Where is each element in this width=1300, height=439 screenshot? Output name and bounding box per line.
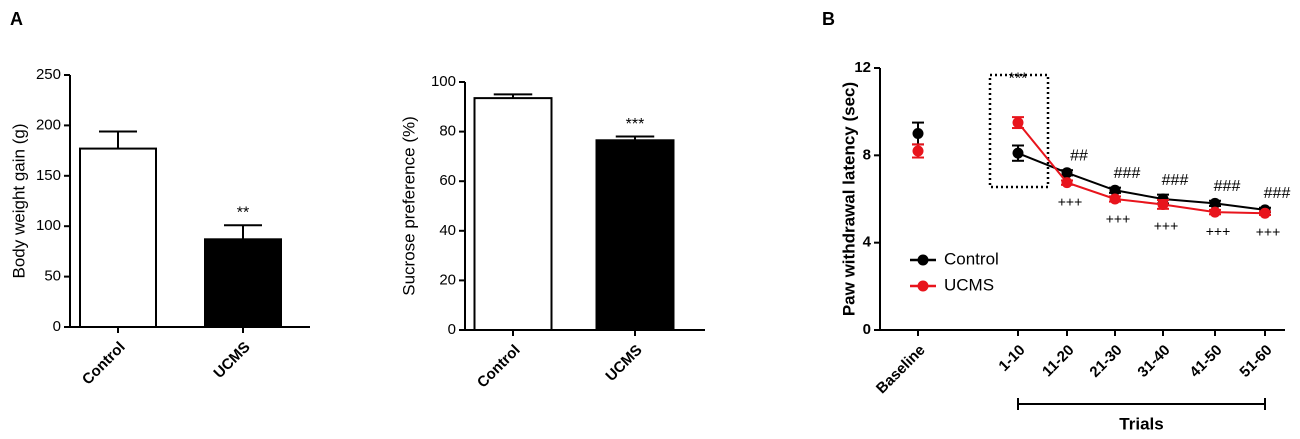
- annotation: ***: [626, 116, 645, 133]
- x-tick-label: 1-10: [995, 342, 1028, 375]
- x-axis-label: Trials: [1119, 414, 1163, 433]
- legend-label: UCMS: [944, 275, 994, 294]
- marker: [1209, 197, 1221, 209]
- y-axis-label: Paw withdrawal latency (sec): [839, 82, 858, 316]
- panel-label: A: [10, 9, 23, 29]
- x-tick-label: 51-60: [1236, 342, 1275, 381]
- y-axis-label: Sucrose preference (%): [399, 116, 418, 296]
- y-tick-label: 0: [53, 318, 61, 335]
- series-line: [1017, 121, 1266, 215]
- marker: [1061, 177, 1073, 189]
- annotation: ###: [1214, 178, 1241, 195]
- bar: [79, 147, 157, 328]
- annotation: +++: [1154, 218, 1179, 234]
- bar: [595, 139, 675, 331]
- marker: [1209, 206, 1221, 218]
- annotation: +++: [1058, 194, 1083, 210]
- marker: [1061, 167, 1073, 179]
- y-tick-label: 100: [36, 217, 61, 234]
- x-tick-label: Control: [474, 342, 524, 392]
- y-tick-label: 8: [863, 146, 871, 163]
- annotation: ***: [1009, 70, 1028, 87]
- annotation: ###: [1162, 172, 1189, 189]
- marker: [1259, 207, 1271, 219]
- x-tick-label: Control: [79, 339, 129, 389]
- y-axis-label: Body weight gain (g): [9, 124, 28, 279]
- y-tick-label: 4: [863, 234, 872, 251]
- x-tick-label: 21-30: [1086, 342, 1125, 381]
- y-tick-label: 50: [44, 268, 61, 285]
- marker: [1012, 117, 1024, 129]
- y-tick-label: 20: [439, 271, 456, 288]
- y-tick-label: 80: [439, 123, 456, 140]
- panel-label: B: [822, 9, 835, 29]
- x-tick-label: UCMS: [210, 339, 253, 382]
- annotation: ##: [1070, 147, 1088, 164]
- annotation: +++: [1206, 223, 1231, 239]
- x-tick-label: Baseline: [873, 342, 929, 398]
- marker: [1157, 198, 1169, 210]
- marker: [1109, 193, 1121, 205]
- annotation: ###: [1264, 185, 1291, 202]
- y-tick-label: 60: [439, 172, 456, 189]
- x-tick-label: UCMS: [602, 342, 645, 385]
- marker: [1012, 147, 1024, 159]
- y-tick-label: 0: [863, 321, 871, 338]
- y-tick-label: 40: [439, 222, 456, 239]
- annotation: ###: [1114, 165, 1141, 182]
- y-tick-label: 250: [36, 66, 61, 83]
- y-tick-label: 100: [431, 73, 456, 90]
- series-line: [1017, 152, 1266, 211]
- y-tick-label: 0: [448, 321, 456, 338]
- x-tick-label: 41-50: [1186, 342, 1225, 381]
- marker: [912, 128, 924, 139]
- bar: [473, 97, 553, 332]
- legend-marker: [917, 280, 929, 292]
- legend-label: Control: [944, 249, 999, 268]
- marker: [1109, 184, 1121, 196]
- y-tick-label: 12: [854, 59, 871, 76]
- bar: [204, 238, 282, 328]
- x-tick-label: 31-40: [1134, 342, 1173, 381]
- annotation: **: [237, 204, 249, 221]
- y-tick-label: 150: [36, 167, 61, 184]
- highlight-box: [988, 73, 1050, 189]
- x-tick-label: 11-20: [1039, 342, 1078, 381]
- y-tick-label: 200: [36, 116, 61, 133]
- marker: [912, 145, 924, 157]
- legend-marker: [917, 254, 929, 266]
- annotation: +++: [1256, 224, 1281, 240]
- annotation: +++: [1106, 210, 1131, 226]
